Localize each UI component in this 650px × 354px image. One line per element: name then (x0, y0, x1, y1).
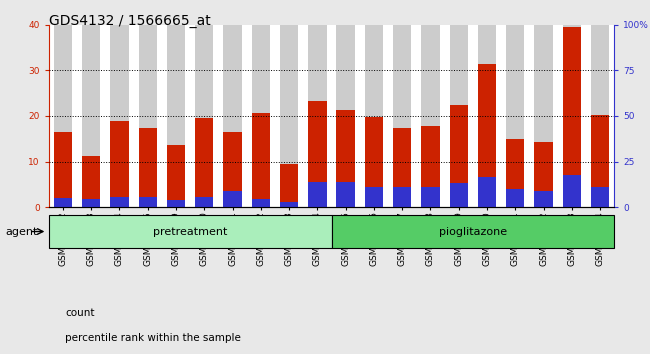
Bar (450, 25, 468, 207)
Bar (308, 182, 326, 207)
Bar (506, 25, 525, 207)
Bar (534, 142, 552, 207)
Text: percentile rank within the sample: percentile rank within the sample (65, 333, 241, 343)
Bar (393, 187, 411, 207)
Bar (534, 25, 552, 207)
Bar (591, 115, 609, 207)
Bar (563, 175, 581, 207)
Bar (54, 132, 72, 207)
Bar (138, 128, 157, 207)
Bar (478, 63, 496, 207)
Bar (49, 215, 332, 248)
Bar (421, 126, 439, 207)
Bar (195, 197, 213, 207)
Bar (252, 113, 270, 207)
Bar (167, 25, 185, 207)
Bar (252, 199, 270, 207)
Bar (337, 182, 355, 207)
Bar (138, 196, 157, 207)
Bar (421, 25, 439, 207)
Bar (167, 200, 185, 207)
Text: pioglitazone: pioglitazone (439, 227, 507, 236)
Bar (563, 27, 581, 207)
Bar (224, 25, 242, 207)
Bar (54, 198, 72, 207)
Bar (563, 25, 581, 207)
Bar (591, 25, 609, 207)
Bar (54, 25, 72, 207)
Bar (365, 25, 383, 207)
Text: count: count (65, 308, 94, 318)
Bar (308, 25, 326, 207)
Bar (337, 25, 355, 207)
Bar (224, 132, 242, 207)
Text: agent: agent (5, 227, 38, 236)
Bar (280, 202, 298, 207)
Bar (337, 110, 355, 207)
Bar (332, 215, 614, 248)
Bar (82, 156, 100, 207)
Bar (252, 25, 270, 207)
Bar (138, 25, 157, 207)
Bar (167, 145, 185, 207)
Bar (478, 177, 496, 207)
Bar (308, 101, 326, 207)
Bar (280, 25, 298, 207)
Text: pretreatment: pretreatment (153, 227, 228, 236)
Bar (421, 187, 439, 207)
Bar (450, 105, 468, 207)
Bar (82, 25, 100, 207)
Bar (195, 118, 213, 207)
Text: GDS4132 / 1566665_at: GDS4132 / 1566665_at (49, 14, 211, 28)
Bar (224, 191, 242, 207)
Bar (111, 25, 129, 207)
Bar (591, 187, 609, 207)
Bar (393, 25, 411, 207)
Bar (82, 199, 100, 207)
Bar (534, 191, 552, 207)
Bar (478, 25, 496, 207)
Bar (450, 183, 468, 207)
Bar (506, 139, 525, 207)
Bar (195, 25, 213, 207)
Bar (111, 197, 129, 207)
Bar (506, 189, 525, 207)
Bar (393, 128, 411, 207)
Bar (111, 121, 129, 207)
Bar (365, 117, 383, 207)
Bar (365, 187, 383, 207)
Bar (280, 164, 298, 207)
